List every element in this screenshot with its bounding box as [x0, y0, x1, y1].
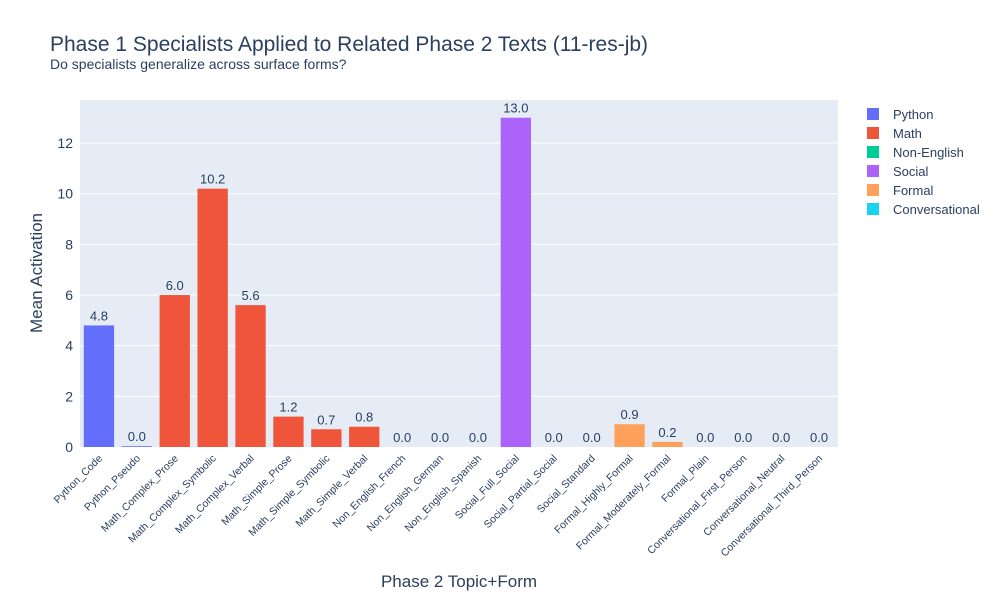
y-tick-label: 8 — [65, 236, 73, 252]
y-tick-label: 0 — [65, 439, 73, 455]
bar — [235, 305, 266, 447]
legend-item[interactable]: Formal — [867, 183, 934, 198]
data-label: 0.0 — [469, 430, 487, 445]
data-label: 0.0 — [583, 430, 601, 445]
x-tick-label: Math_Simple_Verbal — [293, 453, 370, 530]
bar — [349, 426, 380, 447]
y-tick-label: 12 — [57, 135, 73, 151]
chart-subtitle: Do specialists generalize across surface… — [50, 56, 347, 72]
y-tick-label: 6 — [65, 287, 73, 303]
data-label: 1.2 — [279, 400, 297, 415]
x-axis-label: Phase 2 Topic+Form — [381, 572, 537, 591]
data-label: 0.0 — [545, 430, 563, 445]
legend-item[interactable]: Non-English — [867, 145, 964, 160]
chart-title: Phase 1 Specialists Applied to Related P… — [50, 33, 648, 56]
legend-swatch — [867, 108, 879, 120]
bar — [197, 188, 228, 447]
data-label: 10.2 — [200, 172, 225, 187]
legend-item[interactable]: Python — [867, 107, 933, 122]
legend-swatch — [867, 127, 879, 139]
data-label: 0.9 — [621, 407, 639, 422]
data-label: 6.0 — [166, 278, 184, 293]
y-tick-label: 2 — [65, 388, 73, 404]
y-tick-label: 4 — [65, 338, 73, 354]
legend-item[interactable]: Social — [867, 164, 929, 179]
data-label: 0.0 — [393, 430, 411, 445]
legend-item[interactable]: Conversational — [867, 202, 980, 217]
data-label: 4.8 — [90, 308, 108, 323]
legend-label: Social — [893, 164, 929, 179]
x-tick-label: Social_Partial_Social — [482, 453, 560, 531]
data-label: 0.0 — [431, 430, 449, 445]
legend-swatch — [867, 146, 879, 158]
bar — [83, 325, 115, 447]
bar — [652, 441, 683, 447]
data-label: 0.0 — [128, 429, 146, 444]
legend-item[interactable]: Math — [867, 126, 922, 141]
data-label: 0.7 — [317, 412, 335, 427]
bar — [273, 416, 304, 447]
x-tick-label: Non_English_French — [330, 453, 408, 531]
data-label: 0.0 — [772, 430, 790, 445]
legend-label: Non-English — [893, 145, 964, 160]
bar — [614, 424, 645, 447]
legend-label: Formal — [893, 183, 934, 198]
x-tick-label: Social_Full_Social — [453, 453, 522, 522]
legend-swatch — [867, 165, 879, 177]
y-axis-label: Mean Activation — [27, 213, 46, 333]
data-label: 0.0 — [696, 430, 714, 445]
data-label: 5.6 — [242, 288, 260, 303]
legend-swatch — [867, 203, 879, 215]
legend-label: Math — [893, 126, 922, 141]
bar — [121, 446, 153, 447]
y-tick-label: 10 — [57, 186, 73, 202]
legend-label: Python — [893, 107, 933, 122]
plot-background — [80, 100, 838, 447]
data-label: 0.8 — [355, 410, 373, 425]
bar — [311, 429, 342, 447]
data-label: 0.0 — [810, 430, 828, 445]
data-label: 13.0 — [503, 101, 528, 116]
data-label: 0.2 — [658, 425, 676, 440]
bar — [500, 117, 532, 448]
data-label: 0.0 — [734, 430, 752, 445]
bar — [159, 295, 190, 447]
x-tick-label: Math_Simple_Prose — [219, 453, 294, 528]
legend-label: Conversational — [893, 202, 980, 217]
legend-swatch — [867, 184, 879, 196]
